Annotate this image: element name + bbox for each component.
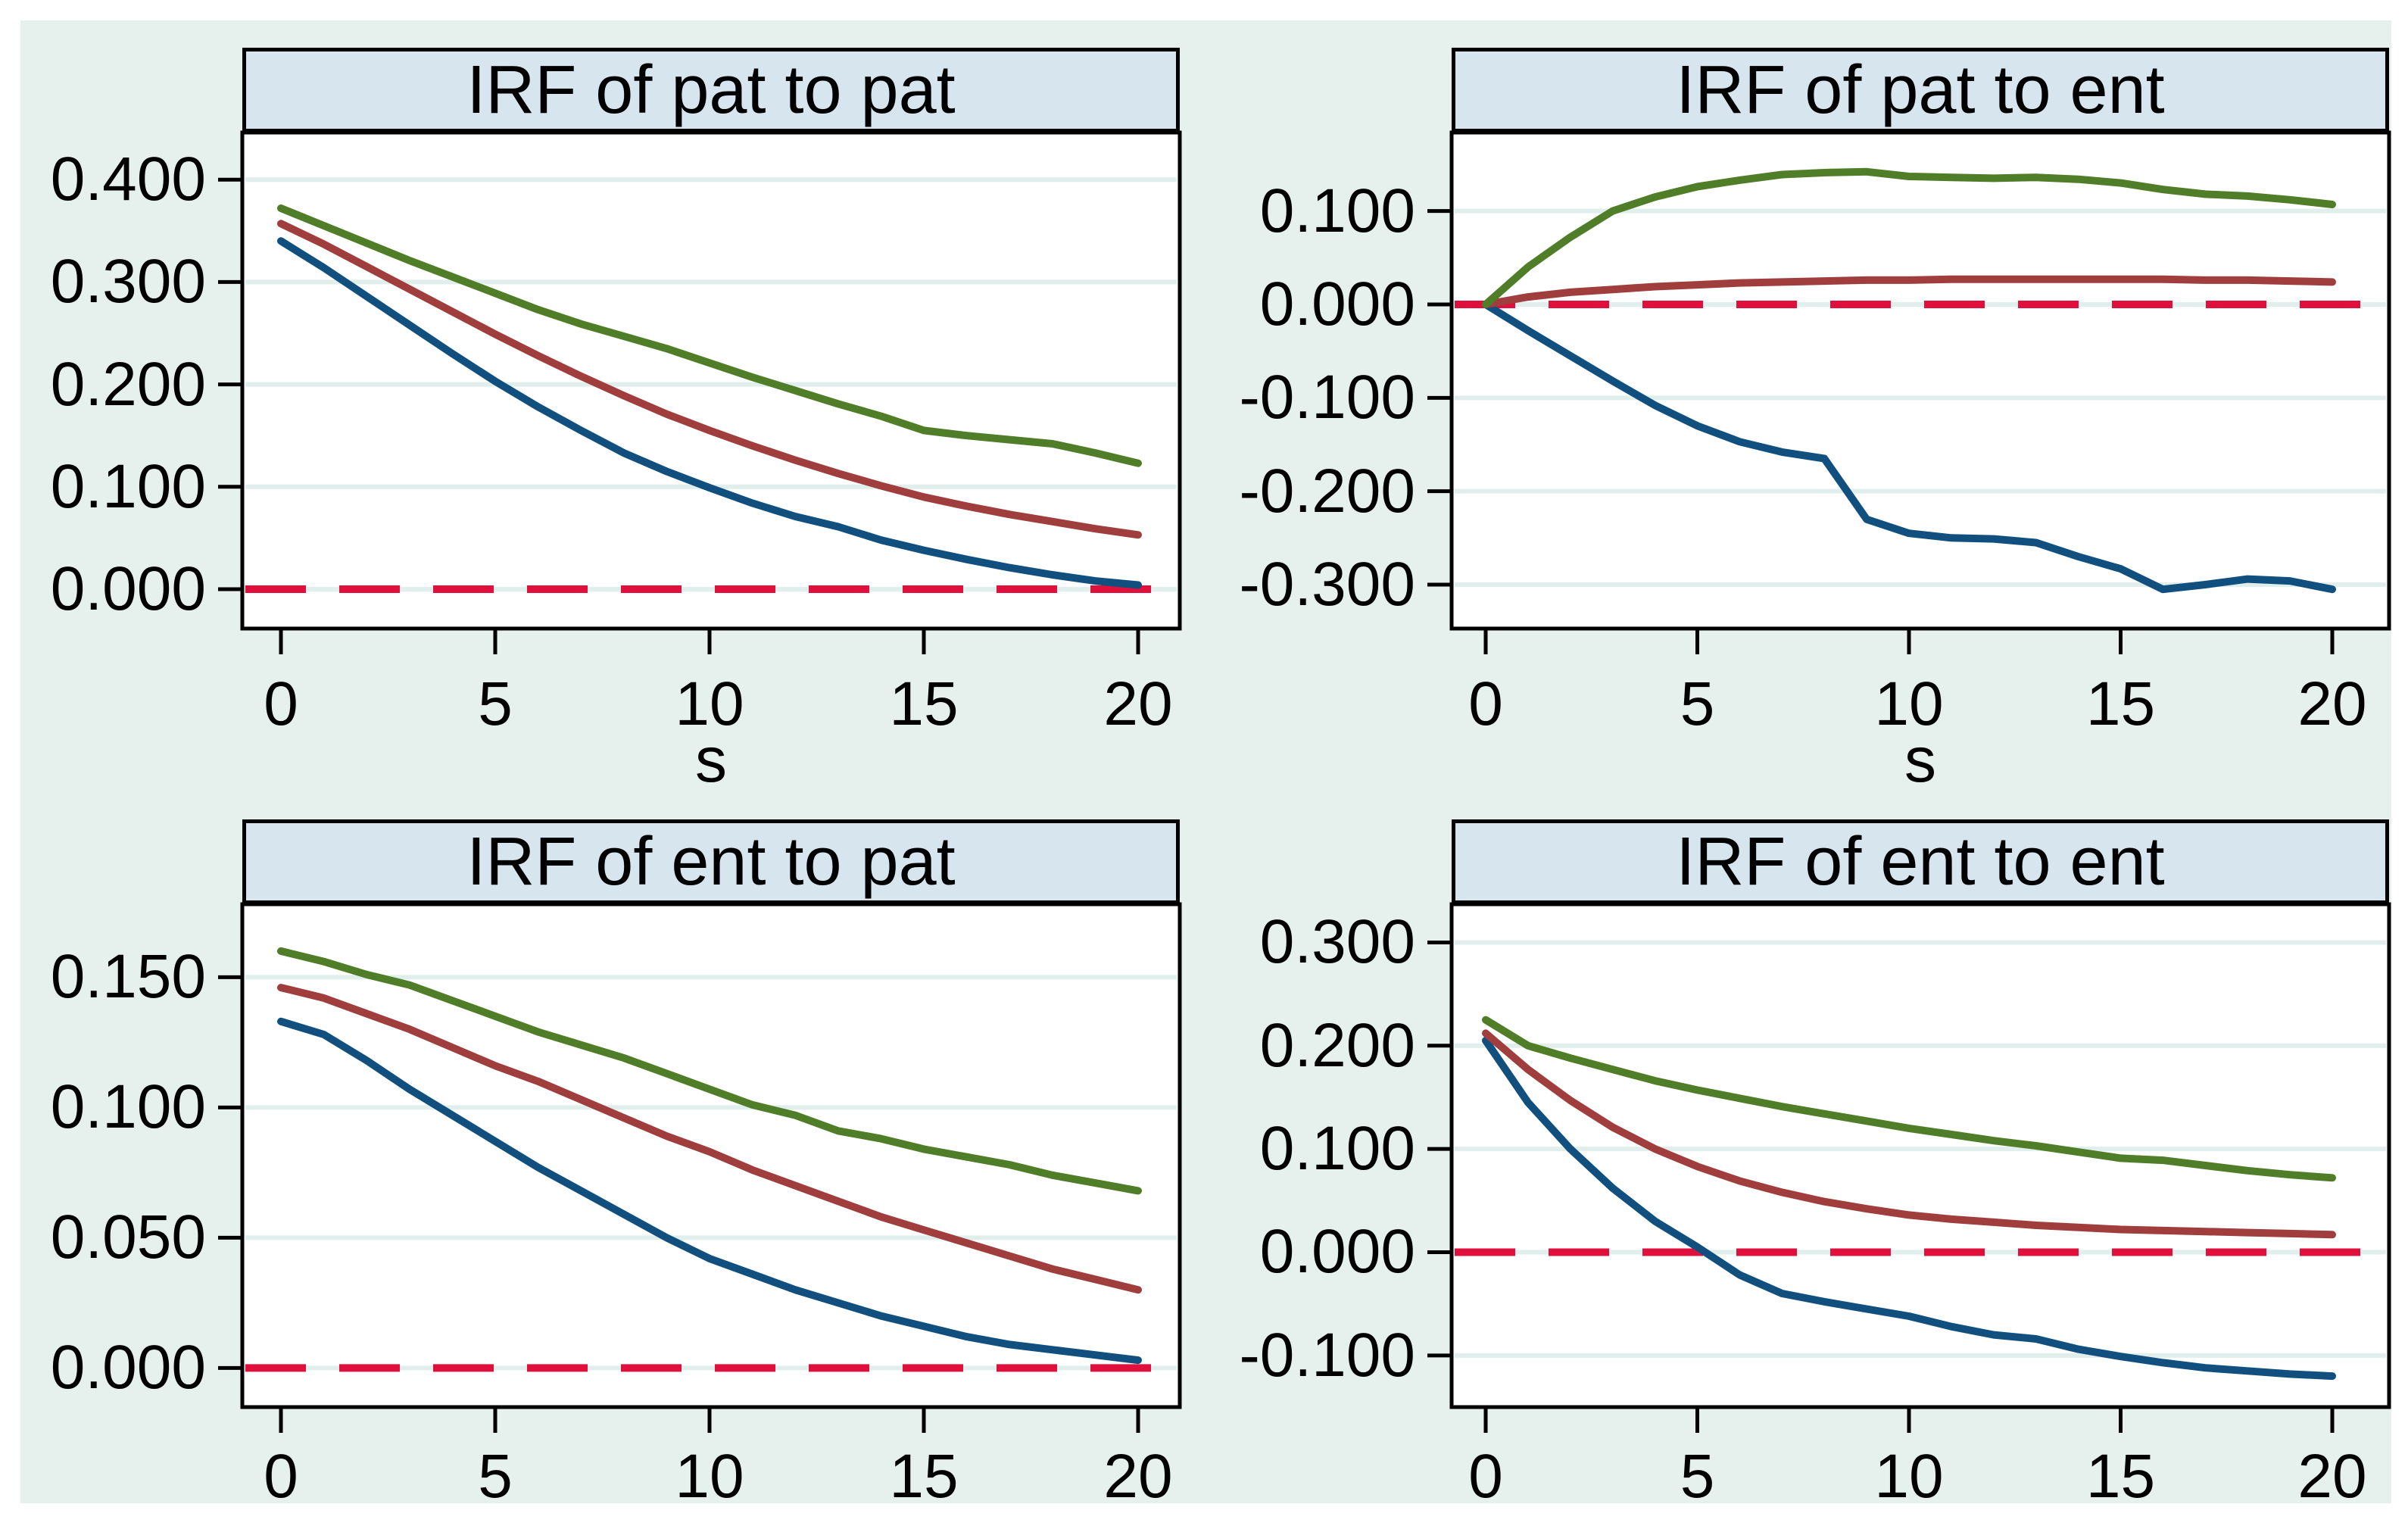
x-tick-label: 20 <box>1103 669 1173 738</box>
y-tick-label: 0.300 <box>1259 907 1415 977</box>
y-tick-label: 0.200 <box>50 349 206 419</box>
y-tick-label: 0.050 <box>50 1203 206 1272</box>
x-tick-label: 0 <box>264 1442 298 1511</box>
x-tick-label: 20 <box>2297 1442 2367 1511</box>
series-line-upper-band-green <box>277 204 1142 467</box>
series-line-upper-band-green <box>1482 167 2336 308</box>
panel-title-bar-ent-pat: IRF of ent to pat <box>242 819 1180 904</box>
x-tick-label: 0 <box>264 669 298 738</box>
y-tick-label: 0.300 <box>50 247 206 317</box>
x-tick-label: 10 <box>675 1442 744 1511</box>
x-tick-label: 5 <box>1680 1442 1715 1511</box>
series-line-lower-band-blue <box>1482 301 2336 594</box>
series-line-irf-red <box>1482 1029 2336 1239</box>
series-line-lower-band-blue <box>277 1017 1142 1365</box>
x-tick-label: 5 <box>478 1442 513 1511</box>
y-tick-label: 0.100 <box>50 1072 206 1142</box>
x-axis-title: s <box>1904 724 1936 795</box>
x-tick-label: 15 <box>889 669 959 738</box>
panel-title-text: IRF of ent to pat <box>466 824 956 900</box>
panel-title-bar-pat-pat: IRF of pat to pat <box>242 48 1180 133</box>
series-line-lower-band-blue <box>1482 1037 2336 1381</box>
x-tick-label: 20 <box>2297 669 2367 738</box>
x-tick-label: 15 <box>2085 1442 2156 1511</box>
x-tick-label: 10 <box>675 669 744 738</box>
panel-title-text: IRF of ent to ent <box>1676 824 2165 900</box>
panel-title-bar-ent-ent: IRF of ent to ent <box>1452 819 2389 904</box>
panel-title-text: IRF of pat to pat <box>466 52 956 128</box>
y-tick-label: 0.000 <box>50 554 206 623</box>
y-tick-label: 0.200 <box>1259 1010 1415 1080</box>
y-tick-label: 0.400 <box>50 145 206 214</box>
series-line-irf-red <box>277 984 1142 1294</box>
plot-box <box>1449 902 2391 1409</box>
series-line-irf-red <box>1482 275 2336 308</box>
x-tick-label: 0 <box>1468 669 1503 738</box>
series-line-lower-band-blue <box>277 237 1142 589</box>
y-tick-label: -0.100 <box>1239 363 1415 432</box>
x-tick-label: 0 <box>1468 1442 1503 1511</box>
series-line-irf-red <box>277 220 1142 539</box>
y-tick-label: 0.000 <box>50 1333 206 1403</box>
plot-box <box>240 130 1182 631</box>
y-tick-label: 0.150 <box>50 942 206 1012</box>
panel-title-bar-pat-ent: IRF of pat to ent <box>1452 48 2389 133</box>
series-line-upper-band-green <box>1482 1016 2336 1182</box>
x-tick-label: 10 <box>1874 669 1944 738</box>
panel-title-text: IRF of pat to ent <box>1676 52 2165 128</box>
y-tick-label: -0.300 <box>1239 550 1415 619</box>
y-tick-label: 0.100 <box>1259 1114 1415 1184</box>
x-tick-label: 5 <box>478 669 513 738</box>
x-tick-label: 15 <box>889 1442 959 1511</box>
y-tick-label: -0.100 <box>1239 1320 1415 1390</box>
x-tick-label: 15 <box>2085 669 2156 738</box>
x-axis-title: s <box>695 724 727 795</box>
plot-box <box>1449 130 2391 631</box>
x-tick-label: 20 <box>1103 1442 1173 1511</box>
y-tick-label: 0.100 <box>50 451 206 521</box>
y-tick-label: 0.000 <box>1259 269 1415 339</box>
y-tick-label: 0.100 <box>1259 176 1415 245</box>
y-tick-label: 0.000 <box>1259 1217 1415 1287</box>
x-tick-label: 5 <box>1680 669 1715 738</box>
series-line-upper-band-green <box>277 947 1142 1195</box>
x-tick-label: 10 <box>1874 1442 1944 1511</box>
y-tick-label: -0.200 <box>1239 456 1415 526</box>
